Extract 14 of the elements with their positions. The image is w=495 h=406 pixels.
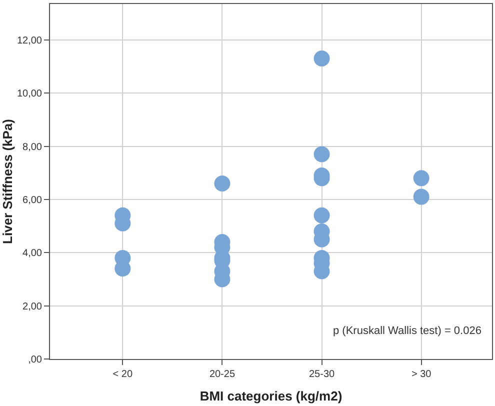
- x-tick-label: 20-25: [209, 369, 236, 380]
- y-axis-title: Liver Stiffness (kPa): [0, 119, 15, 244]
- y-tick-label: 6,00: [22, 194, 42, 206]
- annotation: p (Kruskall Wallis test) = 0.026: [333, 325, 482, 337]
- x-axis-title: BMI categories (kg/m2): [200, 388, 342, 404]
- x-tick-label: 25-30: [308, 369, 335, 380]
- y-tick-label: 10,00: [16, 88, 42, 100]
- y-tick-label: 4,00: [22, 248, 42, 260]
- y-tick-label: 12,00: [16, 35, 42, 46]
- y-tick-label: 2,00: [22, 301, 42, 312]
- y-tick-label: 8,00: [22, 142, 42, 153]
- x-tick-label: > 30: [411, 369, 432, 380]
- y-tick-label: ,00: [28, 354, 42, 366]
- x-tick-label: < 20: [112, 369, 133, 380]
